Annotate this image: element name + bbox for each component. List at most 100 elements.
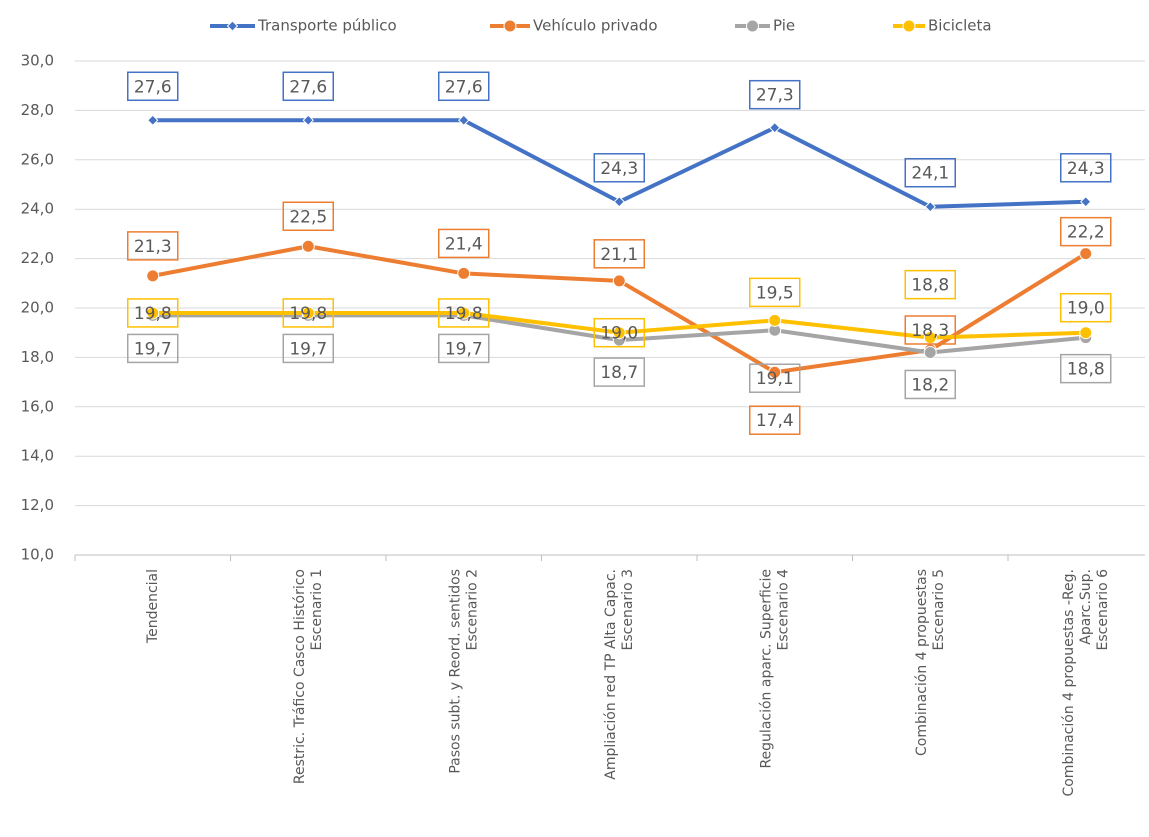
data-label: 22,5 bbox=[289, 207, 327, 227]
point bbox=[301, 239, 315, 253]
label-box bbox=[282, 333, 334, 364]
point bbox=[768, 365, 782, 379]
label-box bbox=[904, 269, 956, 300]
y-tick-label: 10,0 bbox=[21, 546, 54, 564]
data-label: 19,8 bbox=[289, 304, 327, 324]
label-box bbox=[438, 298, 490, 328]
point bbox=[612, 274, 626, 288]
label-box bbox=[1060, 153, 1112, 183]
data-label: 19,8 bbox=[445, 304, 483, 324]
point bbox=[1080, 196, 1092, 208]
x-tick-label: Restric. Tráfico Casco Histórico bbox=[292, 569, 308, 784]
point bbox=[146, 269, 160, 283]
label-box bbox=[593, 239, 645, 269]
y-tick-label: 14,0 bbox=[21, 447, 54, 465]
legend-label: Transporte público bbox=[257, 17, 397, 35]
x-tick-label: Escenario 3 bbox=[620, 569, 636, 650]
label-box bbox=[127, 71, 179, 102]
point bbox=[923, 345, 937, 359]
x-tick-label: Combinación 4 propuestas bbox=[914, 569, 930, 756]
label-box bbox=[749, 277, 801, 308]
x-tick-label: Combinación 4 propuestas -Reg. bbox=[1061, 569, 1077, 797]
data-label: 18,7 bbox=[600, 363, 638, 383]
point bbox=[302, 114, 314, 126]
label-box bbox=[438, 228, 490, 259]
label-box bbox=[749, 405, 801, 435]
x-tick-label: Pasos subt. y Reord. sentidos bbox=[447, 569, 463, 774]
point bbox=[146, 306, 160, 320]
data-label: 27,6 bbox=[289, 77, 327, 97]
data-label: 19,5 bbox=[756, 283, 794, 303]
data-label: 18,3 bbox=[911, 321, 949, 341]
label-box bbox=[1060, 353, 1112, 384]
y-tick-label: 24,0 bbox=[21, 200, 54, 218]
point bbox=[458, 114, 470, 126]
point bbox=[924, 201, 936, 213]
data-label: 18,2 bbox=[911, 375, 949, 395]
label-box bbox=[904, 157, 956, 188]
point bbox=[301, 306, 315, 320]
label-box bbox=[282, 201, 334, 231]
x-tick-label: Escenario 5 bbox=[931, 569, 947, 650]
y-tick-label: 20,0 bbox=[21, 299, 54, 317]
x-tick-label: Escenario 2 bbox=[464, 569, 480, 650]
point bbox=[1079, 247, 1093, 261]
y-tick-label: 30,0 bbox=[21, 52, 54, 70]
data-label: 27,6 bbox=[134, 77, 172, 97]
point bbox=[768, 313, 782, 327]
data-label: 24,3 bbox=[1067, 159, 1105, 179]
label-box bbox=[438, 333, 490, 364]
legend-marker bbox=[746, 19, 759, 33]
y-tick-label: 22,0 bbox=[21, 249, 54, 267]
point bbox=[612, 326, 626, 340]
label-box bbox=[438, 71, 490, 102]
label-box bbox=[749, 79, 801, 110]
x-tick-label: Escenario 6 bbox=[1095, 569, 1111, 651]
data-label: 21,4 bbox=[445, 234, 483, 254]
point bbox=[457, 266, 471, 280]
point bbox=[147, 114, 159, 126]
x-tick-label: Aparc.Sup. bbox=[1078, 569, 1094, 645]
legend-marker bbox=[902, 19, 916, 33]
label-box bbox=[127, 231, 179, 261]
label-box bbox=[749, 363, 801, 393]
label-box bbox=[904, 369, 956, 400]
data-label: 24,3 bbox=[600, 159, 638, 179]
x-tick-label: Ampliación red TP Alta Capac. bbox=[603, 569, 619, 780]
x-tick-label: Escenario 4 bbox=[775, 569, 791, 651]
legend-label: Bicicleta bbox=[928, 17, 992, 35]
point bbox=[457, 306, 471, 320]
data-label: 27,6 bbox=[445, 77, 483, 97]
legend-label: Vehículo privado bbox=[533, 17, 658, 35]
point bbox=[769, 121, 781, 134]
y-tick-label: 26,0 bbox=[21, 150, 54, 168]
label-box bbox=[904, 315, 956, 345]
label-box bbox=[1060, 216, 1112, 247]
label-box bbox=[593, 153, 645, 183]
label-box bbox=[127, 298, 179, 328]
point bbox=[613, 196, 625, 208]
data-label: 19,7 bbox=[134, 339, 172, 359]
data-label: 18,8 bbox=[1067, 360, 1105, 380]
data-label: 19,0 bbox=[600, 324, 638, 344]
data-label: 17,4 bbox=[756, 411, 794, 431]
legend-label: Pie bbox=[773, 17, 795, 35]
data-label: 22,2 bbox=[1067, 223, 1105, 243]
data-label: 19,7 bbox=[445, 339, 483, 359]
data-label: 18,8 bbox=[911, 276, 949, 296]
y-tick-label: 28,0 bbox=[21, 101, 54, 119]
data-label: 21,1 bbox=[600, 245, 638, 265]
data-label: 21,3 bbox=[134, 237, 172, 257]
label-box bbox=[1060, 292, 1112, 323]
y-tick-label: 12,0 bbox=[21, 496, 54, 514]
data-label: 19,1 bbox=[756, 369, 794, 389]
label-box bbox=[282, 71, 334, 102]
data-label: 19,0 bbox=[1067, 299, 1105, 319]
x-tick-label: Escenario 1 bbox=[309, 569, 325, 650]
y-tick-label: 18,0 bbox=[21, 348, 54, 366]
x-tick-label: Regulación aparc. Superficie bbox=[758, 569, 774, 769]
x-tick-label: Tendencial bbox=[145, 569, 161, 644]
label-box bbox=[593, 317, 645, 348]
data-label: 27,3 bbox=[756, 86, 794, 106]
